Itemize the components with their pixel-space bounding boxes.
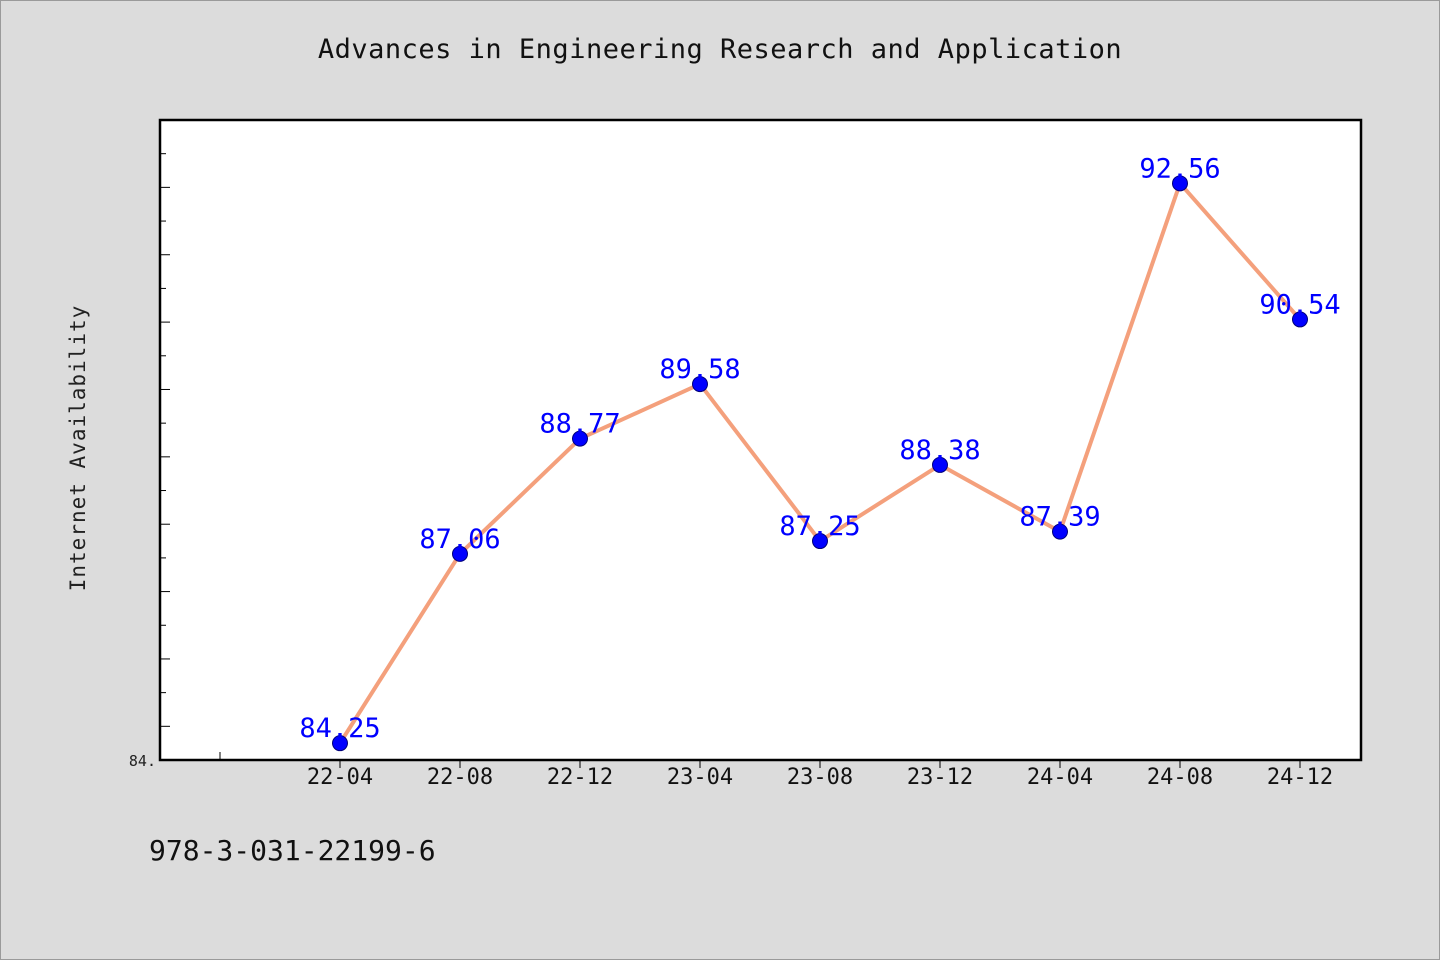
x-tick-label: 24-04 bbox=[1027, 765, 1093, 790]
data-label: 89.58 bbox=[659, 354, 740, 385]
x-tick-label: 24-12 bbox=[1267, 765, 1333, 790]
x-tick-label: 22-08 bbox=[427, 765, 493, 790]
data-label: 88.77 bbox=[539, 409, 620, 440]
x-tick-label: 22-04 bbox=[307, 765, 373, 790]
data-label: 84.25 bbox=[299, 713, 380, 744]
data-label: 88.38 bbox=[899, 435, 980, 466]
data-label: 87.25 bbox=[779, 511, 860, 542]
data-point bbox=[932, 456, 948, 473]
data-point bbox=[1172, 175, 1188, 192]
isbn-footnote: 978-3-031-22199-6 bbox=[149, 834, 436, 867]
x-tick-label: 23-12 bbox=[907, 765, 973, 790]
x-tick-label: 23-08 bbox=[787, 765, 853, 790]
data-point bbox=[1052, 523, 1068, 540]
y-tick-label: 84. bbox=[129, 752, 156, 770]
data-point bbox=[332, 735, 348, 752]
data-label: 92.56 bbox=[1139, 153, 1220, 184]
x-tick-label: 22-12 bbox=[547, 765, 613, 790]
data-point bbox=[572, 430, 588, 447]
data-label: 87.39 bbox=[1019, 502, 1100, 533]
plot-area bbox=[158, 118, 1363, 762]
chart-title: Advances in Engineering Research and App… bbox=[317, 34, 1123, 65]
data-label: 90.54 bbox=[1259, 289, 1340, 320]
x-tick-label: 23-04 bbox=[667, 765, 733, 790]
data-point bbox=[692, 376, 708, 393]
data-point bbox=[812, 533, 828, 550]
data-point bbox=[1292, 311, 1308, 328]
data-label: 87.06 bbox=[419, 524, 500, 555]
data-point bbox=[452, 545, 468, 562]
x-tick-label: 24-08 bbox=[1147, 765, 1213, 790]
